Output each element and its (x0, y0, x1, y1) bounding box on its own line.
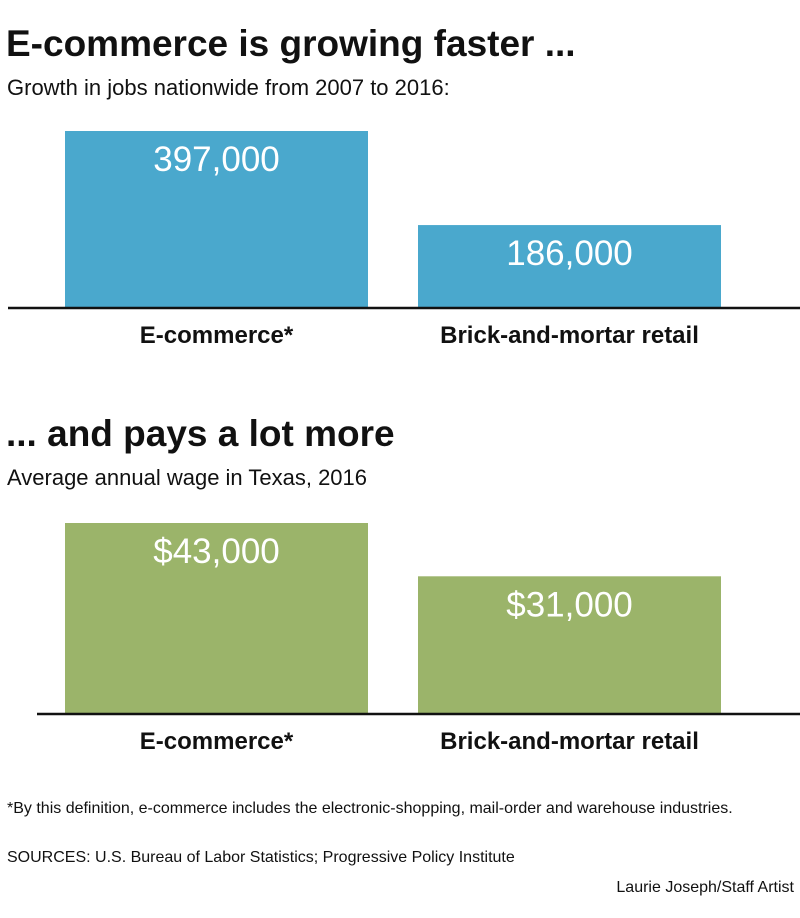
artist-credit: Laurie Joseph/Staff Artist (616, 879, 794, 896)
chart-1-category-label: E-commerce* (140, 322, 294, 349)
chart-2-bar-brick-and-mortar (418, 576, 721, 714)
chart-2-value-label: $31,000 (506, 585, 633, 624)
chart-2-category-label: Brick-and-mortar retail (440, 728, 699, 755)
chart-1-value-label: 186,000 (506, 234, 633, 273)
chart-1-jobs-growth: 397,000 E-commerce* 186,000 Brick-and-morta… (8, 131, 800, 349)
chart-1-title: E-commerce is growing faster ... (6, 23, 576, 64)
chart-2-title: ... and pays a lot more (6, 413, 395, 454)
chart-2-subtitle: Average annual wage in Texas, 2016 (7, 465, 368, 490)
chart-2-bar-e-commerce (65, 523, 368, 714)
chart-1-category-label: Brick-and-mortar retail (440, 322, 699, 349)
chart-1-bar-brick-and-mortar (418, 225, 721, 308)
chart-2-average-wage: $43,000 E-commerce* $31,000 Brick-and-morta… (37, 523, 800, 755)
footnote: *By this definition, e-commerce includes… (7, 800, 733, 817)
sources-note: SOURCES: U.S. Bureau of Labor Statistics… (7, 849, 515, 866)
chart-1-subtitle: Growth in jobs nationwide from 2007 to 2… (7, 75, 450, 100)
chart-2-category-label: E-commerce* (140, 728, 294, 755)
chart-1-bar-e-commerce (65, 131, 368, 308)
chart-2-value-label: $43,000 (153, 532, 280, 571)
chart-1-value-label: 397,000 (153, 140, 280, 179)
